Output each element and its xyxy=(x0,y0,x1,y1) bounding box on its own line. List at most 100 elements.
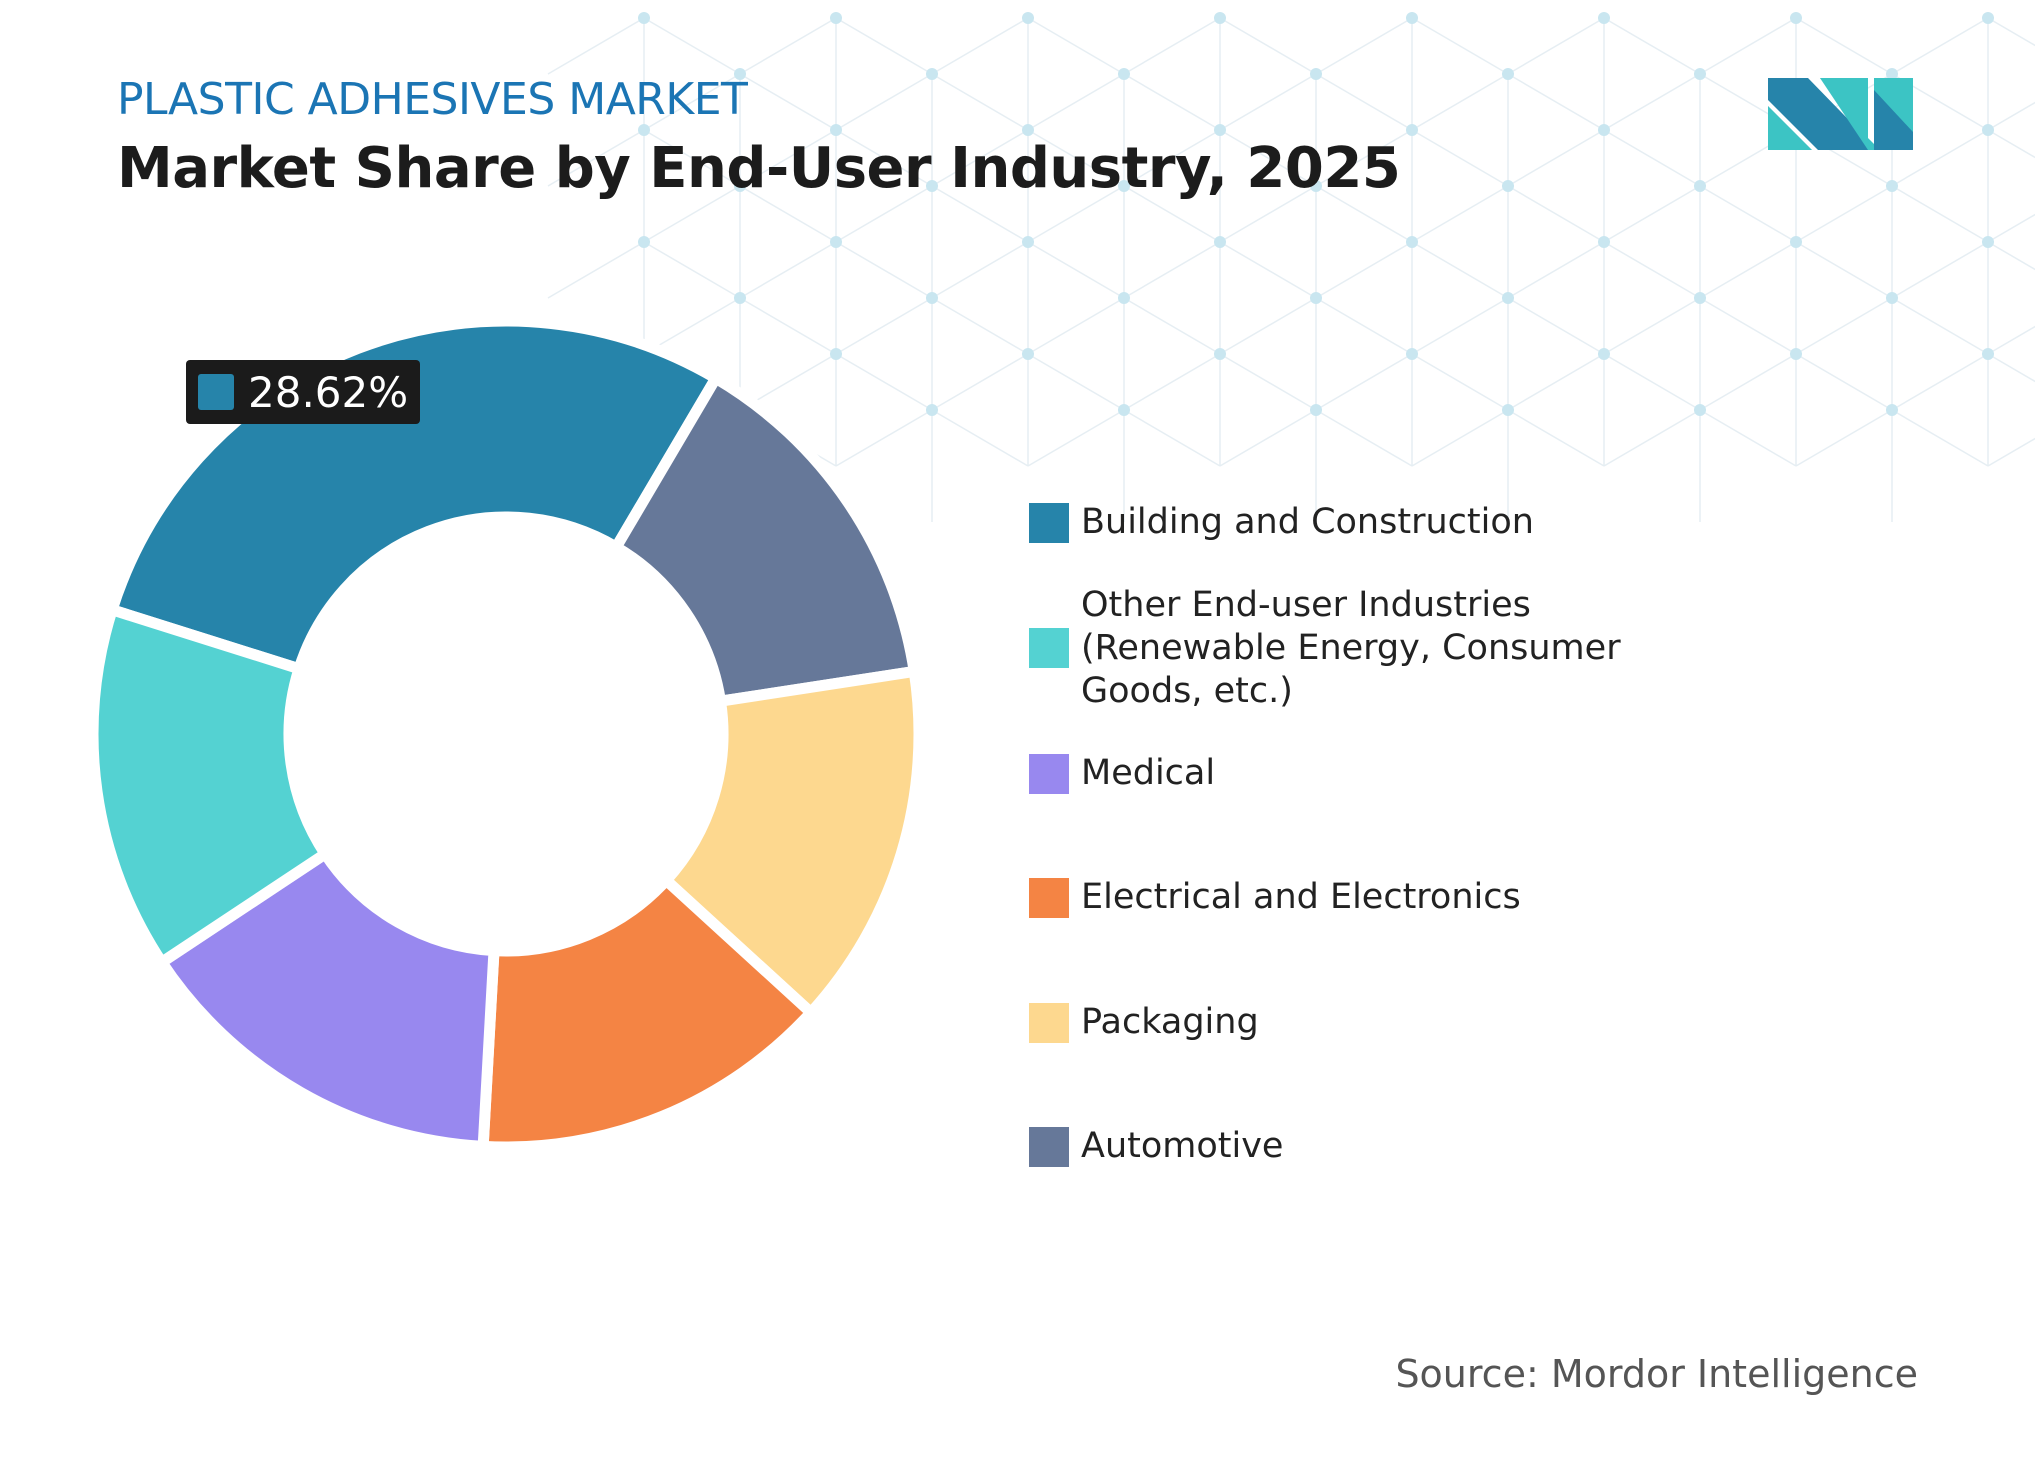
pattern-line xyxy=(1795,409,1989,522)
pattern-dot xyxy=(1118,404,1130,416)
legend-swatch xyxy=(1029,877,1069,918)
donut-slice-automotive xyxy=(608,370,921,708)
pattern-dot xyxy=(1214,12,1226,24)
pattern-line xyxy=(643,185,837,298)
legend-label: Medical xyxy=(1081,753,1216,793)
pattern-dot xyxy=(1502,68,1514,80)
pattern-line xyxy=(1123,353,1317,466)
pattern-line xyxy=(1315,353,1509,466)
legend-label: Electrical and Electronics xyxy=(1081,877,1521,917)
legend-swatch xyxy=(1029,1126,1069,1167)
pattern-line xyxy=(1027,73,1221,186)
pattern-line xyxy=(1411,73,1605,186)
legend-item: Building and Construction xyxy=(1029,501,1729,544)
pattern-dot xyxy=(734,180,746,192)
chart-title: Market Share by End-User Industry, 2025 xyxy=(117,136,1401,201)
pattern-line xyxy=(1603,297,1797,410)
pattern-line xyxy=(1219,409,1413,522)
pattern-dot xyxy=(1214,236,1226,248)
legend-swatch xyxy=(1029,1002,1069,1043)
tooltip-swatch xyxy=(198,374,234,410)
legend-label: Other End-user Industries (Renewable Ene… xyxy=(1081,584,1621,711)
pattern-line xyxy=(739,17,933,130)
donut-slice-packaging xyxy=(658,665,925,1021)
pattern-line xyxy=(1411,185,1605,298)
pattern-dot xyxy=(1886,404,1898,416)
source-note: Source: Mordor Intelligence xyxy=(1395,1352,1918,1396)
pattern-dot xyxy=(1022,236,1034,248)
pattern-line xyxy=(1123,129,1317,242)
pattern-dot xyxy=(1502,404,1514,416)
pattern-dot xyxy=(1886,292,1898,304)
legend-item: Automotive xyxy=(1029,1125,1729,1168)
pattern-line xyxy=(547,17,741,130)
pattern-dot xyxy=(1598,12,1610,24)
pattern-dot xyxy=(1598,236,1610,248)
legend-label: Automotive xyxy=(1081,1126,1284,1166)
pattern-dot xyxy=(1118,292,1130,304)
pattern-line xyxy=(1987,101,2035,131)
pattern-dot xyxy=(1790,12,1802,24)
donut-slice-other-end-user-industries-renewable-energy-consumer-goods-etc xyxy=(87,602,333,970)
pattern-dot xyxy=(734,292,746,304)
pattern-dot xyxy=(1022,348,1034,360)
pattern-line xyxy=(931,241,1125,354)
pattern-line xyxy=(1795,297,1989,410)
pattern-line xyxy=(931,353,1125,466)
pattern-line xyxy=(1987,325,2035,355)
pattern-dot xyxy=(926,68,938,80)
pattern-line xyxy=(1315,129,1509,242)
pattern-line xyxy=(739,241,933,354)
pattern-line xyxy=(1219,297,1413,410)
pattern-dot xyxy=(1022,12,1034,24)
legend-swatch xyxy=(1029,502,1069,543)
tooltip-value: 28.62% xyxy=(248,367,409,417)
pattern-line xyxy=(1219,73,1413,186)
pattern-line xyxy=(1699,353,1893,466)
pattern-line xyxy=(835,185,1029,298)
pattern-dot xyxy=(1502,292,1514,304)
pattern-dot xyxy=(1694,180,1706,192)
donut-slice-electrical-and-electronics xyxy=(477,872,819,1153)
pattern-line xyxy=(1411,297,1605,410)
pattern-dot xyxy=(1886,180,1898,192)
pattern-dot xyxy=(1982,236,1994,248)
legend-label: Building and Construction xyxy=(1081,502,1534,542)
pattern-line xyxy=(1219,185,1413,298)
pattern-line xyxy=(1507,353,1701,466)
pattern-dot xyxy=(1694,68,1706,80)
pattern-dot xyxy=(1790,236,1802,248)
mordor-logo xyxy=(1768,78,1913,150)
pattern-dot xyxy=(1598,348,1610,360)
pattern-line xyxy=(1699,241,1893,354)
pattern-line xyxy=(1891,241,2035,354)
pattern-line xyxy=(1891,129,2035,242)
legend-swatch xyxy=(1029,628,1069,668)
legend-item: Medical xyxy=(1029,752,1729,795)
pattern-line xyxy=(547,241,741,354)
legend-item: Electrical and Electronics xyxy=(1029,876,1729,919)
pattern-line xyxy=(1027,409,1221,522)
legend-item: Other End-user Industries (Renewable Ene… xyxy=(1029,582,1729,714)
pattern-dot xyxy=(1406,12,1418,24)
pattern-dot xyxy=(830,236,842,248)
pattern-dot xyxy=(1118,180,1130,192)
pattern-line xyxy=(931,129,1125,242)
pattern-dot xyxy=(830,124,842,136)
pattern-dot xyxy=(926,292,938,304)
pattern-line xyxy=(1507,241,1701,354)
pattern-dot xyxy=(1022,124,1034,136)
legend-swatch xyxy=(1029,753,1069,794)
pattern-dot xyxy=(830,12,842,24)
pattern-line xyxy=(835,297,1029,410)
pattern-dot xyxy=(1310,292,1322,304)
pattern-dot xyxy=(638,124,650,136)
pattern-dot xyxy=(926,404,938,416)
pattern-line xyxy=(1987,213,2035,243)
legend-label: Packaging xyxy=(1081,1002,1259,1042)
pattern-dot xyxy=(1406,348,1418,360)
pattern-dot xyxy=(1214,124,1226,136)
pattern-dot xyxy=(1406,124,1418,136)
